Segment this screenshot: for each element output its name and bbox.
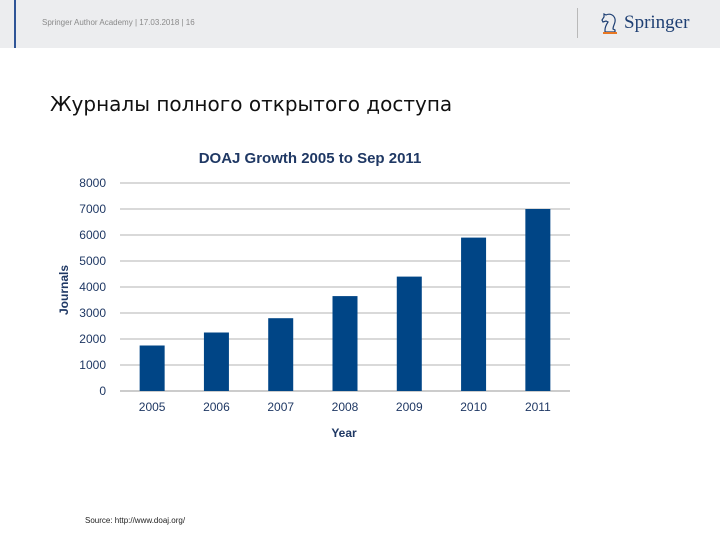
y-tick-label: 8000 (79, 176, 106, 190)
y-tick-label: 0 (99, 384, 106, 398)
bar-2010 (461, 237, 487, 391)
bar-2009 (396, 276, 422, 391)
x-tick-label: 2005 (139, 400, 166, 414)
y-tick-label: 1000 (79, 358, 106, 372)
x-tick-label: 2008 (332, 400, 359, 414)
y-tick-label: 7000 (79, 202, 106, 216)
source-note: Source: http://www.doaj.org/ (85, 516, 186, 525)
x-axis-label: Year (331, 426, 357, 440)
bar-2007 (268, 318, 294, 391)
chess-knight-icon (601, 13, 617, 34)
x-tick-label: 2007 (267, 400, 294, 414)
bar-2011 (525, 209, 551, 391)
x-tick-label: 2011 (525, 400, 551, 414)
header-meta-text: Springer Author Academy | 17.03.2018 | 1… (42, 18, 195, 27)
slide-title: Журналы полного открытого доступа (50, 92, 453, 116)
slide-header: Springer Author Academy | 17.03.2018 | 1… (0, 0, 720, 48)
bar-2005 (139, 345, 165, 391)
bar-chart: DOAJ Growth 2005 to Sep 2011 Journals Ye… (57, 150, 570, 440)
y-tick-label: 2000 (79, 332, 106, 346)
bar-2008 (332, 296, 358, 391)
y-tick-label: 3000 (79, 306, 106, 320)
x-tick-label: 2009 (396, 400, 423, 414)
springer-logo-text: Springer (624, 12, 690, 33)
bar-2006 (203, 332, 229, 391)
y-axis-label: Journals (57, 265, 71, 315)
header-accent-bar (14, 0, 16, 48)
header-divider (577, 8, 578, 38)
y-tick-label: 6000 (79, 228, 106, 242)
chart-title: DOAJ Growth 2005 to Sep 2011 (199, 150, 422, 167)
x-tick-label: 2010 (460, 400, 487, 414)
y-tick-label: 4000 (79, 280, 106, 294)
y-tick-label: 5000 (79, 254, 106, 268)
x-tick-label: 2006 (203, 400, 230, 414)
springer-logo: Springer (600, 10, 689, 36)
